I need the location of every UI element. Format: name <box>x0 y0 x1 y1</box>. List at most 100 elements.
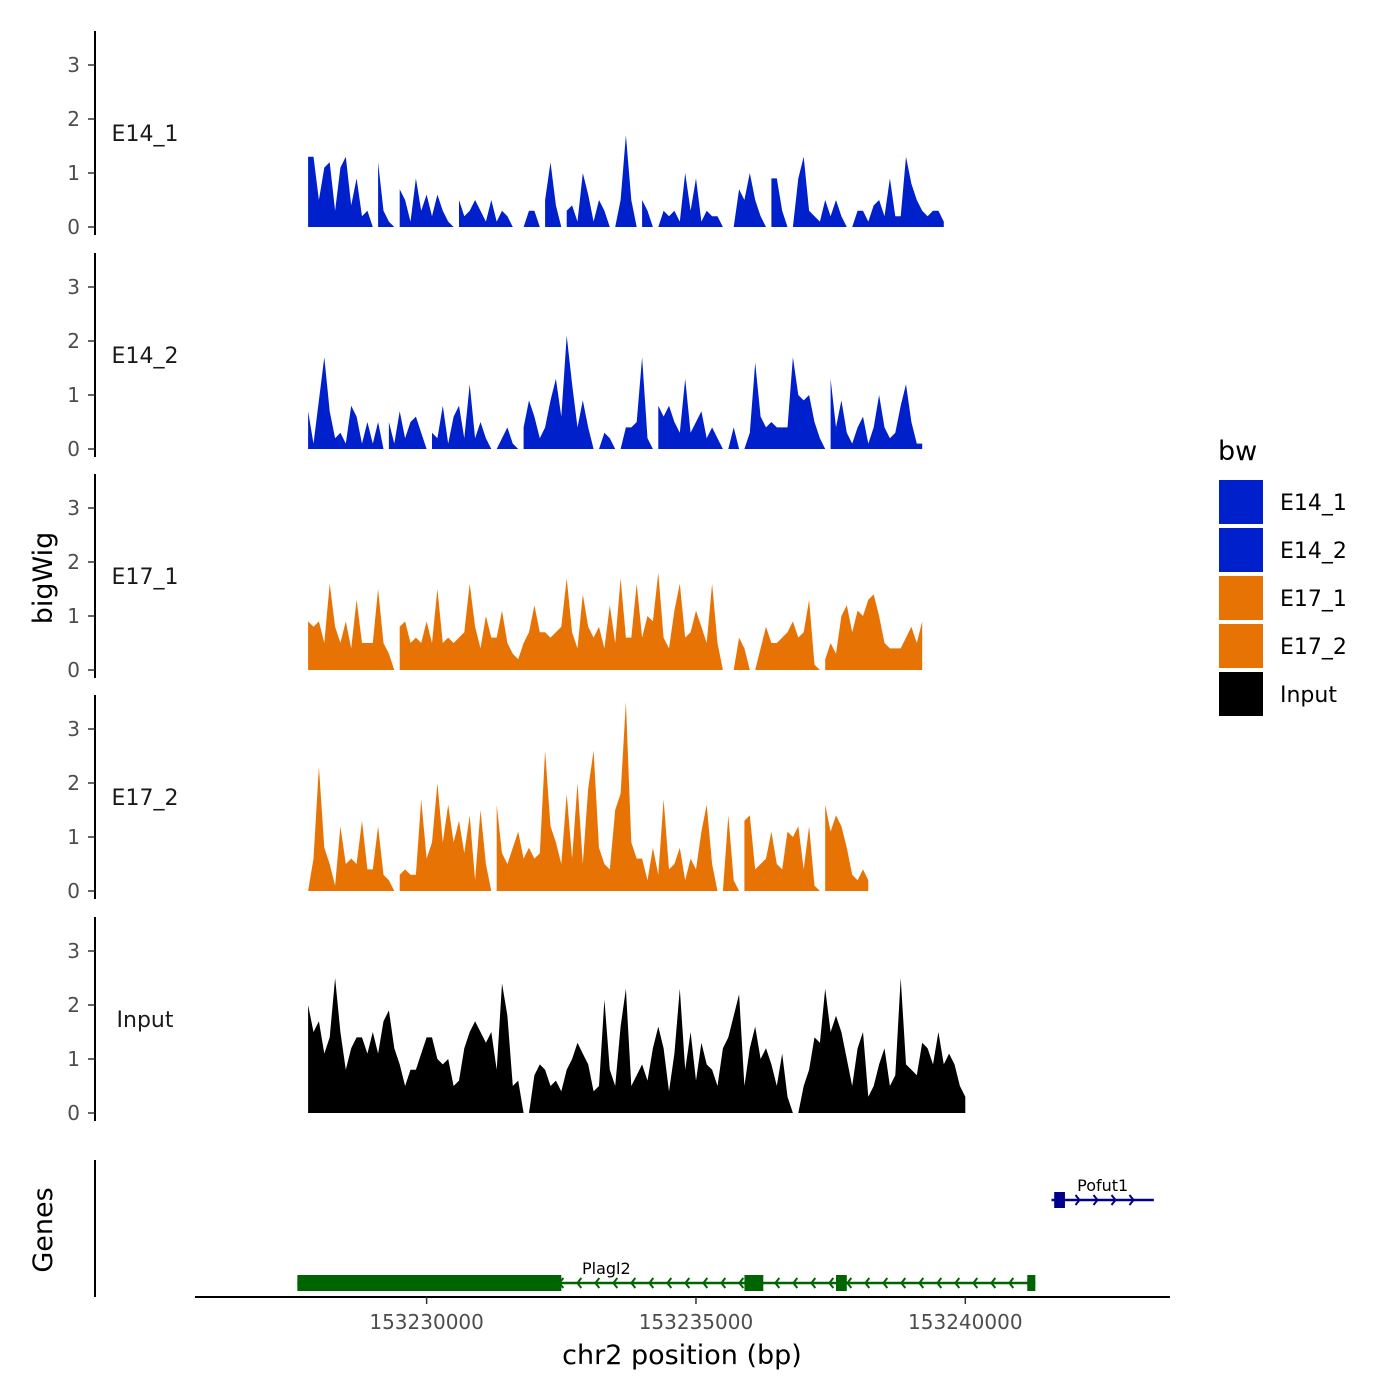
coverage-area-E14_1 <box>792 156 847 227</box>
coverage-area-E14_1 <box>615 135 637 227</box>
legend-swatch <box>1219 576 1263 620</box>
gene-exon <box>297 1275 562 1291</box>
coverage-area-E14_1 <box>733 173 766 227</box>
coverage-area-E14_1 <box>459 200 513 227</box>
coverage-area-E14_1 <box>308 156 373 227</box>
coverage-area-Input <box>308 978 524 1113</box>
coverage-area-E14_1 <box>852 156 944 227</box>
strand-arrow <box>666 1277 673 1289</box>
gene-exon <box>1027 1275 1036 1291</box>
coverage-area-Input <box>529 988 793 1113</box>
strand-arrow <box>576 1277 583 1289</box>
gene-label: Plagl2 <box>582 1259 631 1278</box>
strand-arrow <box>594 1277 601 1289</box>
coverage-area-Input <box>798 978 966 1113</box>
strand-arrow <box>630 1277 637 1289</box>
legend-swatch <box>1219 624 1263 668</box>
y-tick-label: 2 <box>67 993 80 1017</box>
x-tick-label: 153240000 <box>908 1310 1023 1334</box>
y-tick-label: 3 <box>67 275 80 299</box>
track-label: E14_1 <box>112 122 179 147</box>
legend-label: Input <box>1280 683 1337 708</box>
legend-label: E17_2 <box>1280 635 1347 660</box>
coverage-area-E17_1 <box>755 599 820 670</box>
strand-arrow <box>918 1277 925 1289</box>
strand-arrow <box>774 1277 781 1289</box>
gene-Plagl2: Plagl2 <box>297 1259 1036 1291</box>
strand-arrow <box>936 1277 943 1289</box>
strand-arrow <box>612 1277 619 1289</box>
y-tick-label: 2 <box>67 550 80 574</box>
strand-arrow <box>702 1277 709 1289</box>
legend-label: E14_2 <box>1280 539 1347 564</box>
coverage-area-E14_1 <box>399 178 454 227</box>
coverage-area-E17_2 <box>825 804 869 891</box>
y-tick-label: 0 <box>67 1101 80 1125</box>
gene-Pofut1: Pofut1 <box>1051 1176 1154 1208</box>
coverage-area-E14_1 <box>642 200 653 227</box>
legend-swatch <box>1219 672 1263 716</box>
coverage-area-E17_1 <box>733 637 750 670</box>
y-tick-label: 3 <box>67 496 80 520</box>
strand-arrow <box>648 1277 655 1289</box>
strand-arrow <box>828 1277 835 1289</box>
genes-axis-title: Genes <box>28 1187 59 1272</box>
y-axis-title: bigWig <box>28 532 59 625</box>
coverage-area-E17_2 <box>308 766 395 891</box>
strand-arrow <box>792 1277 799 1289</box>
y-tick-label: 0 <box>67 215 80 239</box>
coverage-area-E14_2 <box>744 357 826 449</box>
coverage-area-E14_1 <box>771 178 788 227</box>
strand-arrow <box>972 1277 979 1289</box>
coverage-area-E14_2 <box>308 357 384 449</box>
y-tick-label: 0 <box>67 879 80 903</box>
legend-entry-E17_2: E17_2 <box>1219 624 1347 668</box>
coverage-area-E14_2 <box>599 432 616 449</box>
track-E14_1: 0 1 2 3 E14_1 <box>67 31 944 239</box>
y-tick-label: 3 <box>67 717 80 741</box>
track-label: E14_2 <box>112 344 179 369</box>
coverage-area-E14_1 <box>566 173 610 227</box>
legend-entry-E14_2: E14_2 <box>1219 528 1347 572</box>
gene-label: Pofut1 <box>1077 1176 1128 1195</box>
y-tick-label: 1 <box>67 1047 80 1071</box>
coverage-area-E14_1 <box>658 173 723 227</box>
y-tick-label: 2 <box>67 107 80 131</box>
strand-arrow <box>720 1277 727 1289</box>
track-label: E17_1 <box>112 565 179 590</box>
strand-arrow <box>846 1277 853 1289</box>
coverage-area-E17_2 <box>722 815 740 891</box>
gene-exon <box>744 1275 764 1291</box>
coverage-area-E17_2 <box>744 815 820 891</box>
coverage-area-E14_2 <box>496 427 519 449</box>
y-tick-label: 1 <box>67 604 80 628</box>
strand-arrow <box>1128 1194 1135 1206</box>
legend-entry-E14_1: E14_1 <box>1219 480 1347 524</box>
track-E17_1: 0 1 2 3 E17_1 <box>67 474 923 682</box>
legend-swatch <box>1219 528 1263 572</box>
coverage-area-E14_2 <box>658 378 723 449</box>
strand-arrow <box>864 1277 871 1289</box>
x-tick-label: 153235000 <box>639 1310 754 1334</box>
track-label: E17_2 <box>112 786 179 811</box>
y-tick-label: 1 <box>67 161 80 185</box>
genes-panel: Pofut1 Plagl2 <box>94 1160 1154 1297</box>
x-axis-title: chr2 position (bp) <box>562 1340 802 1371</box>
coverage-area-E17_1 <box>308 583 395 670</box>
coverage-area-E17_2 <box>496 702 718 891</box>
y-tick-label: 2 <box>67 771 80 795</box>
y-tick-label: 1 <box>67 825 80 849</box>
y-tick-label: 2 <box>67 329 80 353</box>
strand-arrow <box>810 1277 817 1289</box>
legend-title: bw <box>1218 436 1257 467</box>
strand-arrow <box>990 1277 997 1289</box>
legend-entry-Input: Input <box>1219 672 1337 716</box>
legend-label: E17_1 <box>1280 587 1347 612</box>
gene-exon <box>836 1275 847 1291</box>
strand-arrow <box>684 1277 691 1289</box>
coverage-area-E14_2 <box>830 378 923 449</box>
strand-arrow <box>738 1277 745 1289</box>
track-label: Input <box>117 1008 174 1033</box>
coverage-area-E14_1 <box>523 210 540 227</box>
